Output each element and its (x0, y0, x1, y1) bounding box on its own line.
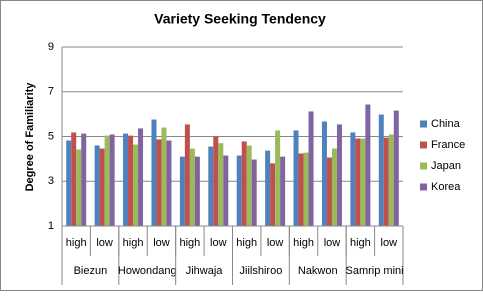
bar (241, 141, 247, 226)
group-label: Biezun (74, 265, 108, 277)
bar (275, 130, 281, 226)
legend-label: France (431, 139, 465, 151)
x-tick-label: high (123, 237, 144, 249)
y-tick-label: 9 (48, 41, 54, 53)
y-tick-label: 3 (48, 175, 54, 187)
legend-label: China (431, 118, 461, 130)
bar (156, 139, 162, 226)
bar (138, 128, 144, 226)
bar (218, 143, 224, 226)
x-tick-label: low (210, 237, 227, 249)
bar (133, 144, 139, 226)
bar (298, 153, 304, 226)
bar (81, 133, 87, 226)
bar (166, 140, 172, 226)
group-label: Samrip mini (346, 265, 404, 277)
bar (383, 137, 389, 226)
bar (223, 155, 229, 226)
bar (189, 148, 195, 226)
bar (355, 138, 361, 226)
bar (179, 156, 185, 226)
x-tick-label: low (324, 237, 341, 249)
bar (66, 140, 72, 226)
bar (109, 134, 115, 226)
bar (161, 127, 167, 226)
bar (194, 156, 200, 226)
bar (99, 148, 105, 226)
group-label: Howondang (118, 265, 177, 277)
bar (350, 132, 356, 226)
bar (236, 155, 242, 226)
bar (128, 135, 134, 226)
x-tick-label: high (236, 237, 257, 249)
legend-swatch (420, 120, 427, 128)
x-tick-label: low (153, 237, 170, 249)
legend-label: Korea (431, 181, 461, 193)
legend-swatch (420, 162, 427, 170)
bar (393, 110, 399, 226)
bar (293, 130, 299, 226)
bar (184, 124, 190, 226)
y-tick-label: 1 (48, 220, 54, 232)
bar (71, 132, 77, 226)
bar (360, 138, 366, 226)
x-tick-label: low (96, 237, 113, 249)
bar (365, 104, 371, 226)
legend-label: Japan (431, 160, 461, 172)
x-tick-label: high (179, 237, 200, 249)
legend-swatch (420, 141, 427, 149)
bar (104, 135, 110, 226)
group-label: Nakwon (298, 265, 338, 277)
group-label: Jiilshiroo (240, 265, 283, 277)
bar (388, 134, 394, 226)
x-tick-label: high (66, 237, 87, 249)
bar (321, 121, 327, 226)
bar (336, 124, 342, 226)
bar (280, 156, 286, 226)
y-tick-label: 7 (48, 86, 54, 98)
x-tick-label: high (350, 237, 371, 249)
bar (151, 119, 157, 226)
legend-swatch (420, 183, 427, 191)
bar (265, 150, 271, 226)
bar (123, 133, 129, 226)
bar (308, 111, 314, 226)
bar (246, 145, 252, 226)
chart-title: Variety Seeking Tendency (154, 11, 326, 27)
bar (208, 146, 214, 226)
group-label: Jihwaja (186, 265, 224, 277)
y-tick-label: 5 (48, 130, 54, 142)
x-tick-label: low (267, 237, 284, 249)
bar (270, 163, 276, 226)
y-axis-label: Degree of Familiarity (24, 82, 36, 192)
bar (326, 157, 332, 226)
bar (213, 136, 219, 226)
bar (251, 159, 257, 226)
x-tick-label: high (293, 237, 314, 249)
bar (76, 149, 82, 226)
x-tick-label: low (381, 237, 398, 249)
bar (94, 145, 100, 226)
bar (378, 114, 384, 226)
bar (303, 152, 309, 226)
bar (331, 148, 337, 226)
